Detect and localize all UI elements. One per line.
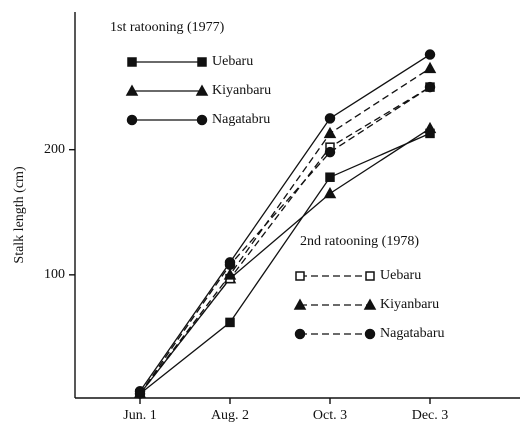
legend-title: 2nd ratooning (1978) xyxy=(300,234,419,249)
data-point xyxy=(424,81,436,93)
data-point xyxy=(325,172,335,182)
legend-marker xyxy=(293,298,307,310)
legend-marker xyxy=(363,298,377,310)
data-point xyxy=(323,186,337,199)
legend-marker xyxy=(126,114,138,126)
legend-label: Kiyanbaru xyxy=(212,83,271,98)
legend-label: Nagatabaru xyxy=(380,326,445,341)
legend-label: Nagatabru xyxy=(212,112,270,127)
series-line xyxy=(139,54,431,392)
data-point xyxy=(225,317,235,328)
legend-marker xyxy=(195,84,209,96)
legend-title: 1st ratooning (1977) xyxy=(110,20,225,35)
data-point xyxy=(324,146,336,158)
x-tick-label: Jun. 1 xyxy=(123,408,156,423)
legend-label: Uebaru xyxy=(212,54,253,69)
legend-marker xyxy=(197,57,207,67)
legend-marker xyxy=(294,328,306,340)
legend-marker xyxy=(127,57,137,67)
x-tick-label: Aug. 2 xyxy=(211,408,249,423)
legend-marker xyxy=(196,114,208,126)
series-line xyxy=(139,67,431,395)
data-point xyxy=(224,259,236,271)
legend-label: Kiyanbaru xyxy=(380,297,439,312)
y-tick-label: 200 xyxy=(44,142,65,157)
series-line xyxy=(139,86,431,395)
data-point xyxy=(423,121,437,134)
data-point xyxy=(134,388,146,399)
data-point xyxy=(424,49,436,60)
data-point xyxy=(423,61,437,74)
legend-marker xyxy=(295,271,305,281)
legend-marker xyxy=(365,271,375,281)
data-point xyxy=(323,126,337,139)
series-line xyxy=(139,132,431,395)
data-point xyxy=(324,113,336,124)
y-tick-label: 100 xyxy=(44,267,65,282)
legend-marker xyxy=(125,84,139,96)
data-point xyxy=(223,268,237,280)
legend-label: Uebaru xyxy=(380,268,421,283)
series-line xyxy=(139,127,431,395)
x-tick-label: Dec. 3 xyxy=(412,408,449,423)
y-axis-label: Stalk length (cm) xyxy=(12,166,27,264)
x-tick-label: Oct. 3 xyxy=(313,408,347,423)
series-line xyxy=(139,86,431,395)
legend-marker xyxy=(364,328,376,340)
